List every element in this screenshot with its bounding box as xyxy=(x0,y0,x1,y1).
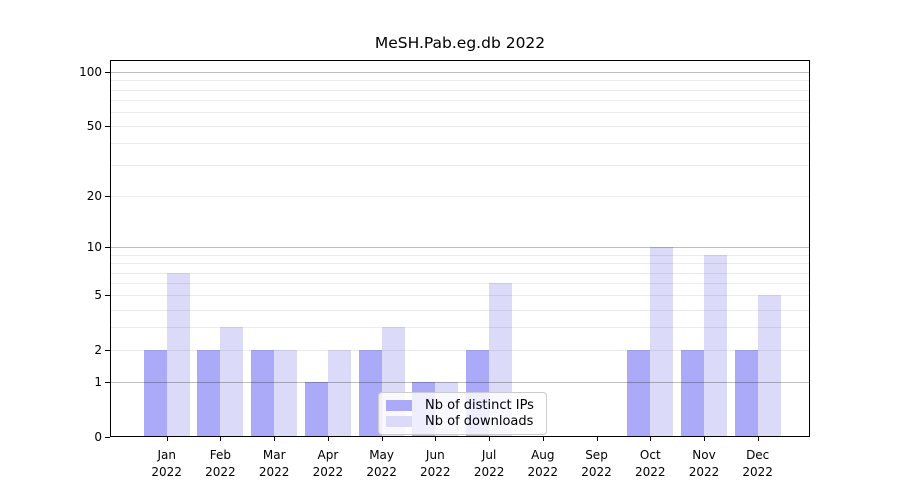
bar-downloads-nov xyxy=(704,254,727,437)
y-tick-label-20: 20 xyxy=(86,189,102,204)
y-tick-5 xyxy=(105,295,110,297)
x-tick-feb xyxy=(220,437,222,441)
gridline-20 xyxy=(110,196,810,198)
gridline-10 xyxy=(110,247,810,249)
legend-label-downloads: Nb of downloads xyxy=(425,413,534,429)
legend-swatch-distinct-ips xyxy=(386,400,412,412)
gridline-7 xyxy=(110,272,810,274)
x-tick-sep xyxy=(596,437,598,441)
bar-distinct-ips-dec xyxy=(734,350,758,437)
gridline-8 xyxy=(110,263,810,265)
x-tick-label-may: May 2022 xyxy=(354,447,410,481)
y-tick-label-50: 50 xyxy=(86,119,102,133)
chart-title: MeSH.Pab.eg.db 2022 xyxy=(374,34,546,52)
x-tick-sublabel-feb: 2022 xyxy=(205,465,236,479)
x-tick-sublabel-jul: 2022 xyxy=(473,465,505,479)
x-tick-label-feb: Feb 2022 xyxy=(192,447,248,481)
x-tick-label-apr: Apr 2022 xyxy=(300,447,356,481)
x-tick-apr xyxy=(327,437,329,441)
legend-item-downloads: Nb of downloads xyxy=(386,414,538,429)
x-tick-jul xyxy=(489,437,491,441)
y-tick-100 xyxy=(105,72,110,73)
legend-label-distinct-ips: Nb of distinct IPs xyxy=(425,398,534,414)
x-tick-aug xyxy=(542,437,544,441)
bar-downloads-apr xyxy=(327,350,351,437)
y-tick-label-10: 10 xyxy=(86,240,102,255)
bar-downloads-feb xyxy=(220,327,244,437)
legend: Nb of distinct IPs Nb of downloads xyxy=(378,392,547,435)
x-tick-label-jan: Jan 2022 xyxy=(139,447,195,481)
y-tick-50 xyxy=(105,126,110,127)
x-tick-label-dec: Dec 2022 xyxy=(730,447,786,481)
x-tick-oct xyxy=(650,437,652,441)
x-tick-mar xyxy=(274,437,276,441)
x-tick-sublabel-oct: 2022 xyxy=(635,465,666,479)
x-tick-label-jul: Jul 2022 xyxy=(461,447,517,481)
y-tick-label-1: 1 xyxy=(94,375,102,390)
gridline-50 xyxy=(110,126,810,127)
bar-distinct-ips-feb xyxy=(197,350,221,437)
gridline-2 xyxy=(110,350,810,352)
x-tick-sublabel-aug: 2022 xyxy=(527,465,559,479)
x-tick-sublabel-dec: 2022 xyxy=(742,465,773,479)
bar-distinct-ips-nov xyxy=(681,350,704,437)
legend-item-distinct-ips: Nb of distinct IPs xyxy=(386,398,538,413)
x-tick-dec xyxy=(757,437,759,441)
gridline-40 xyxy=(110,143,810,145)
bar-downloads-jan xyxy=(166,272,190,437)
x-tick-jun xyxy=(435,437,437,441)
y-tick-label-100: 100 xyxy=(79,65,102,79)
bar-distinct-ips-jan xyxy=(143,350,167,437)
x-tick-sublabel-jan: 2022 xyxy=(151,465,182,479)
gridline-60 xyxy=(110,111,810,113)
gridline-90 xyxy=(110,80,810,82)
x-tick-sublabel-may: 2022 xyxy=(366,465,397,479)
gridline-3 xyxy=(110,327,810,329)
bar-downloads-mar xyxy=(274,350,298,437)
x-tick-sublabel-jun: 2022 xyxy=(420,465,451,479)
bar-downloads-dec xyxy=(757,295,781,437)
gridline-9 xyxy=(110,254,810,256)
x-tick-label-nov: Nov 2022 xyxy=(676,447,732,481)
x-tick-jan xyxy=(166,437,168,441)
y-tick-20 xyxy=(105,196,110,198)
gridline-4 xyxy=(110,309,810,311)
x-tick-sublabel-mar: 2022 xyxy=(258,465,290,479)
x-tick-label-sep: Sep 2022 xyxy=(569,447,625,481)
y-tick-label-0: 0 xyxy=(94,430,102,444)
x-tick-sublabel-sep: 2022 xyxy=(581,465,612,479)
x-tick-nov xyxy=(704,437,705,441)
gridline-100 xyxy=(110,72,810,73)
x-tick-label-jun: Jun 2022 xyxy=(407,447,463,481)
gridline-1 xyxy=(110,382,810,384)
bar-distinct-ips-oct xyxy=(627,350,651,437)
y-tick-2 xyxy=(105,350,110,352)
legend-swatch-downloads xyxy=(386,415,412,427)
x-tick-label-oct: Oct 2022 xyxy=(622,447,678,481)
gridline-5 xyxy=(110,295,810,297)
x-tick-label-aug: Aug 2022 xyxy=(515,447,571,481)
y-tick-1 xyxy=(105,382,110,384)
bar-distinct-ips-mar xyxy=(251,350,275,437)
x-tick-sublabel-nov: 2022 xyxy=(688,465,720,479)
x-tick-label-mar: Mar 2022 xyxy=(246,447,302,481)
gridline-30 xyxy=(110,165,810,167)
gridline-70 xyxy=(110,99,810,101)
gridline-80 xyxy=(110,89,810,91)
bar-distinct-ips-may xyxy=(358,350,382,437)
plot-area xyxy=(110,60,810,437)
bar-downloads-oct xyxy=(650,247,674,437)
y-tick-10 xyxy=(105,247,110,249)
y-tick-label-2: 2 xyxy=(94,343,102,358)
x-tick-may xyxy=(381,437,383,441)
bar-distinct-ips-apr xyxy=(304,382,328,437)
y-tick-label-5: 5 xyxy=(94,288,102,303)
y-tick-0 xyxy=(105,437,110,438)
x-tick-sublabel-apr: 2022 xyxy=(312,465,344,479)
gridline-6 xyxy=(110,283,810,285)
